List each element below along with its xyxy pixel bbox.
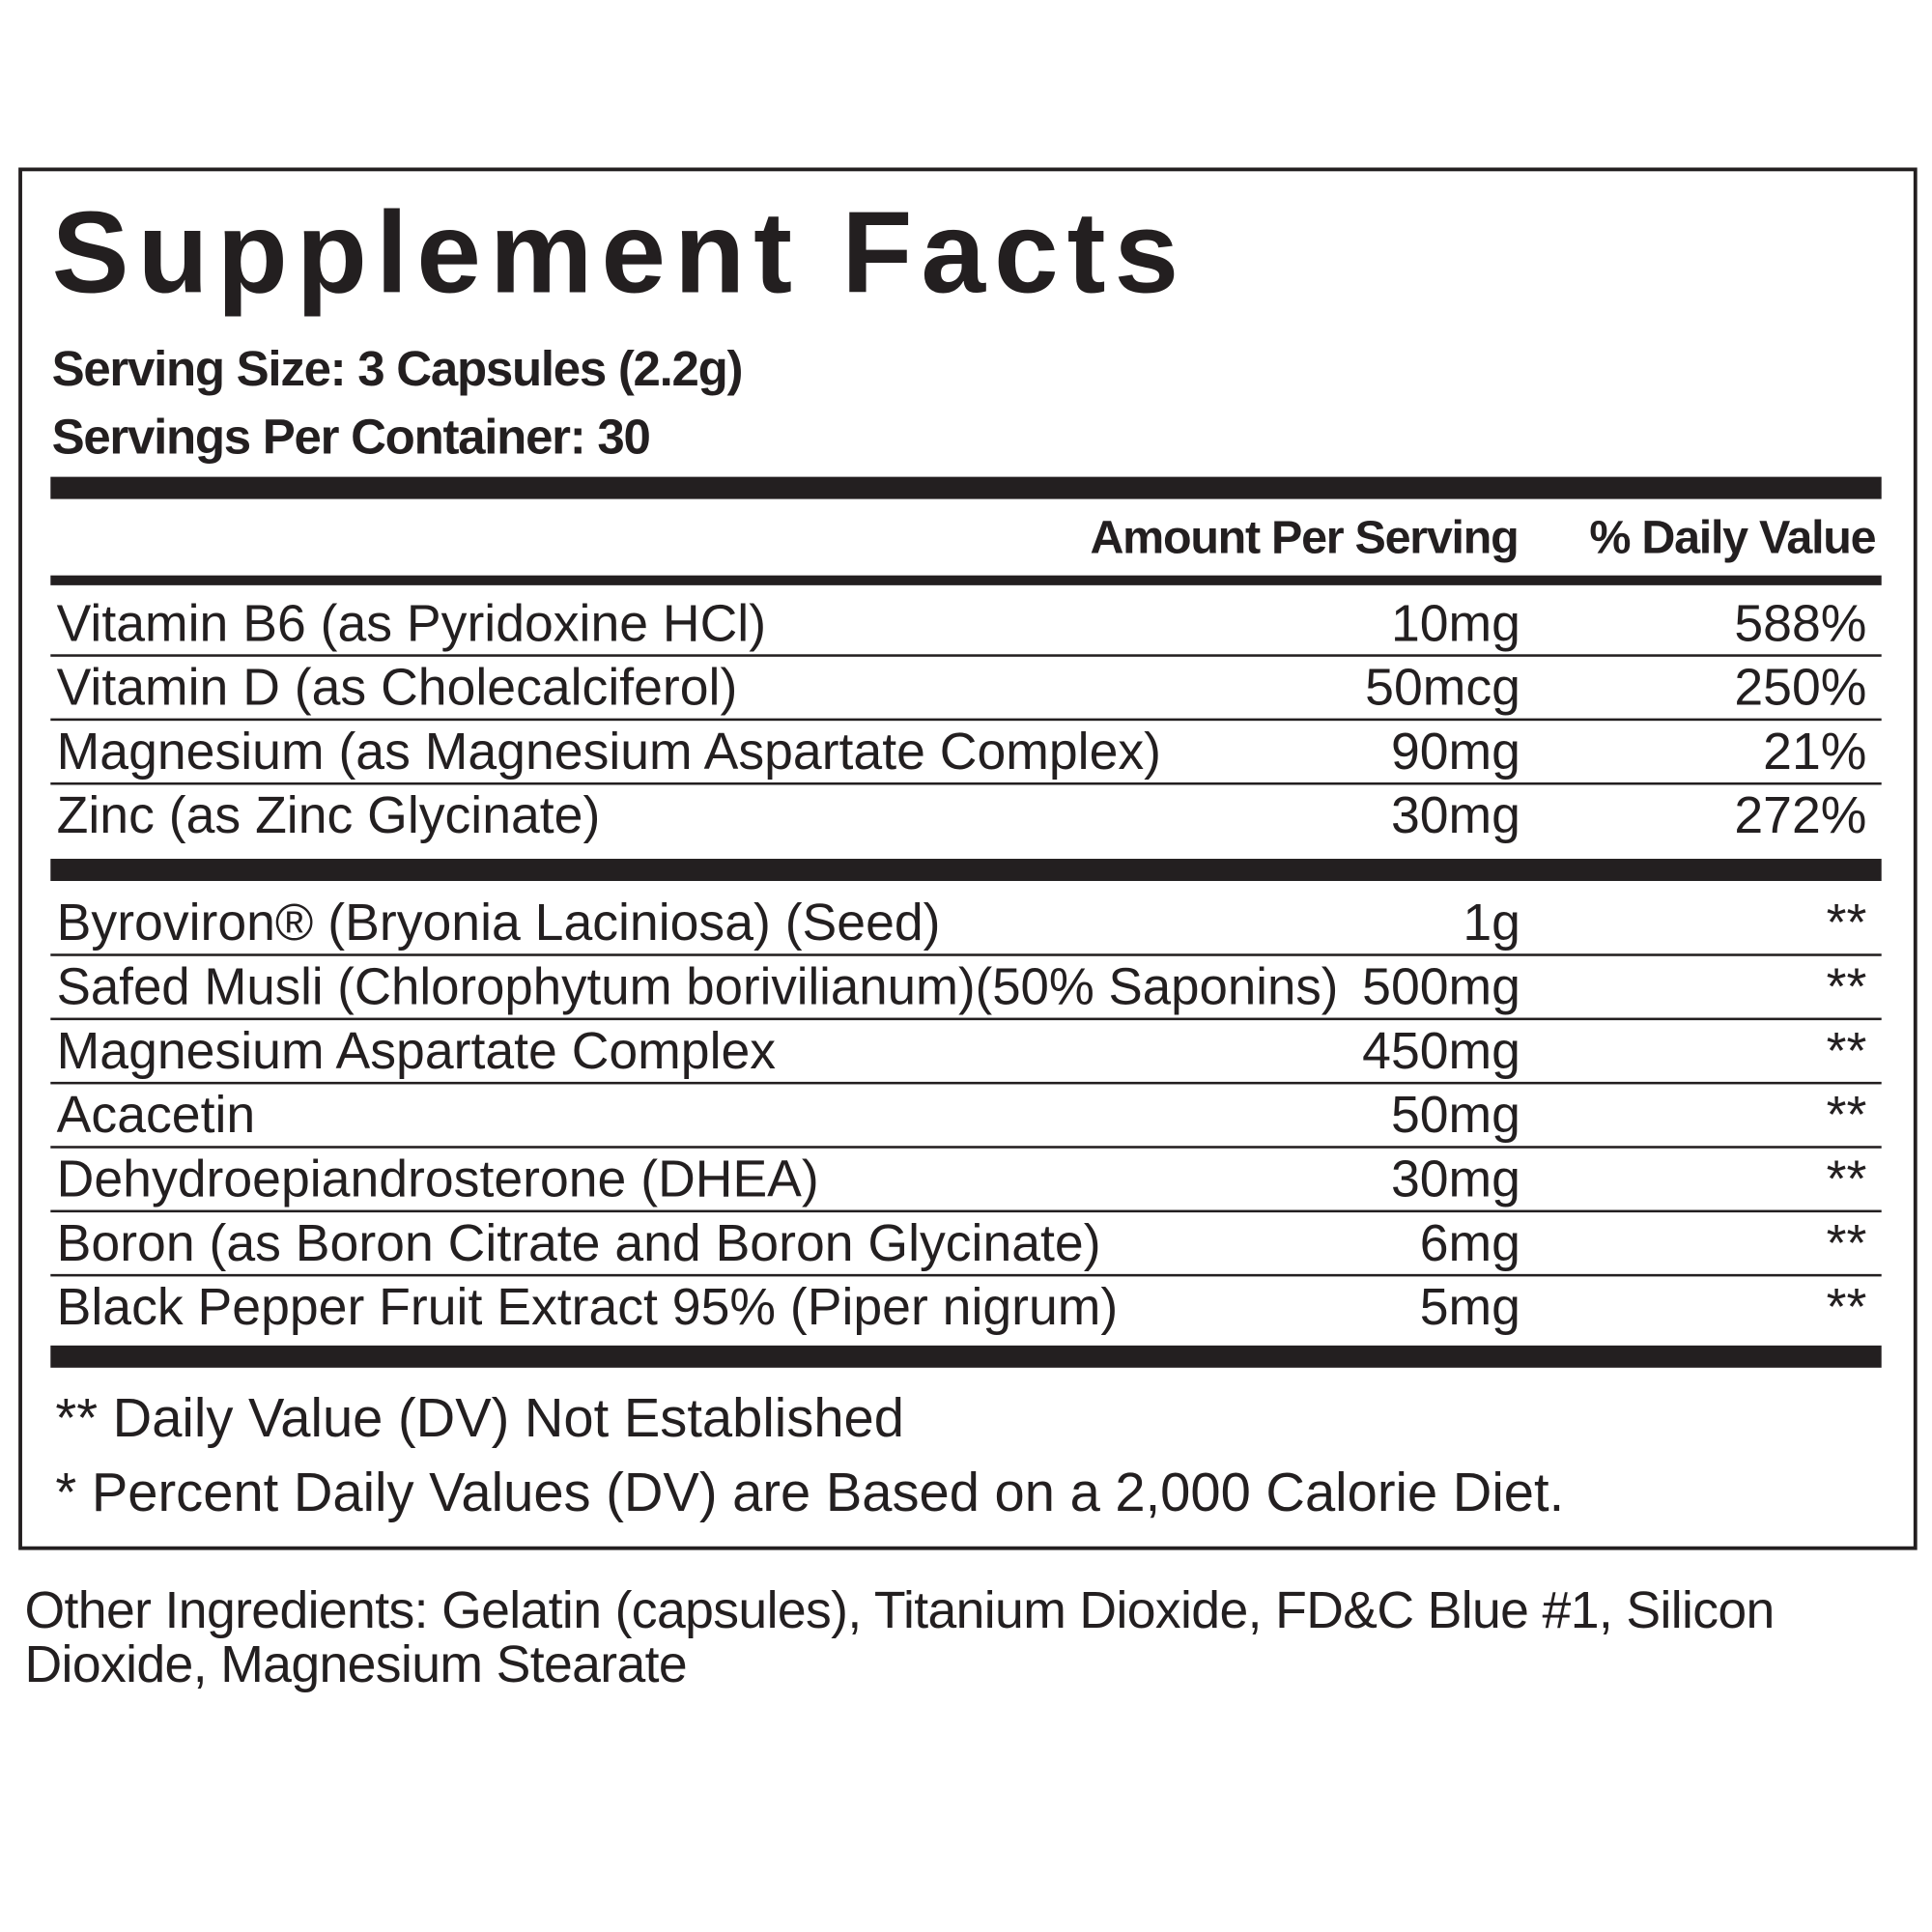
ingredient-name: Byroviron® (Bryonia Laciniosa) (Seed) <box>56 893 941 952</box>
ingredient-name: Vitamin D (as Cholecalciferol) <box>56 658 738 717</box>
daily-value: 250% <box>1734 658 1867 717</box>
daily-value: 588% <box>1734 593 1867 652</box>
ingredient-name: Dehydroepiandrosterone (DHEA) <box>56 1150 819 1208</box>
thick-divider <box>50 859 1882 881</box>
amount-per-serving: 450mg <box>1362 1021 1520 1080</box>
ingredient-name: Boron (as Boron Citrate and Boron Glycin… <box>56 1213 1101 1272</box>
footnote-dv-not-established: ** Daily Value (DV) Not Established <box>55 1388 904 1449</box>
dv-header: % Daily Value <box>1589 512 1876 565</box>
table-row: Dehydroepiandrosterone (DHEA) 30mg ** <box>50 1149 1882 1213</box>
table-row: Safed Musli (Chlorophytum borivilianum)(… <box>50 956 1882 1021</box>
amount-per-serving: 30mg <box>1390 1150 1520 1208</box>
daily-value: ** <box>1826 1150 1867 1208</box>
thick-divider <box>50 1345 1882 1368</box>
daily-value: ** <box>1826 1085 1867 1144</box>
table-row: Magnesium (as Magnesium Aspartate Comple… <box>50 721 1882 785</box>
ingredient-name: Acacetin <box>56 1085 256 1144</box>
table-row: Magnesium Aspartate Complex 450mg ** <box>50 1020 1882 1085</box>
table-row: Black Pepper Fruit Extract 95% (Piper ni… <box>50 1276 1881 1340</box>
thick-divider <box>50 476 1882 499</box>
facts-panel-border <box>18 167 1918 1550</box>
table-row: Vitamin B6 (as Pyridoxine HCl) 10mg 588% <box>50 593 1882 657</box>
table-row: Zinc (as Zinc Glycinate) 30mg 272% <box>50 784 1881 848</box>
ingredient-name: Safed Musli (Chlorophytum borivilianum)(… <box>56 957 1339 1016</box>
amount-per-serving: 5mg <box>1419 1277 1520 1336</box>
daily-value: ** <box>1826 1021 1867 1080</box>
table-row: Vitamin D (as Cholecalciferol) 50mcg 250% <box>50 657 1882 722</box>
amount-per-serving: 50mcg <box>1365 658 1520 717</box>
ingredient-name: Magnesium Aspartate Complex <box>56 1021 777 1080</box>
serving-size: Serving Size: 3 Capsules (2.2g) <box>51 342 744 397</box>
other-ingredients: Other Ingredients: Gelatin (capsules), T… <box>24 1580 1776 1693</box>
amount-per-serving: 500mg <box>1362 957 1520 1016</box>
ingredient-name: Zinc (as Zinc Glycinate) <box>56 785 601 844</box>
daily-value: ** <box>1826 1277 1867 1336</box>
amount-per-serving: 10mg <box>1390 593 1520 652</box>
servings-per-container: Servings Per Container: 30 <box>51 410 651 465</box>
amount-per-serving: 90mg <box>1390 722 1520 781</box>
table-row: Byroviron® (Bryonia Laciniosa) (Seed) 1g *… <box>50 892 1882 956</box>
footnote-calorie-diet: * Percent Daily Values (DV) are Based on… <box>55 1463 1565 1523</box>
daily-value: 21% <box>1763 722 1867 781</box>
ingredient-name: Black Pepper Fruit Extract 95% (Piper ni… <box>56 1277 1119 1336</box>
panel-title: Supplement Facts <box>51 186 1188 317</box>
daily-value: ** <box>1826 893 1867 952</box>
amount-per-serving: 30mg <box>1390 785 1520 844</box>
amount-per-serving: 1g <box>1463 893 1520 952</box>
amount-header: Amount Per Serving <box>1090 512 1519 565</box>
daily-value: 272% <box>1734 785 1867 844</box>
daily-value: ** <box>1826 1213 1867 1272</box>
header-divider <box>50 575 1882 585</box>
daily-value: ** <box>1826 957 1867 1016</box>
table-row: Boron (as Boron Citrate and Boron Glycin… <box>50 1212 1882 1277</box>
amount-per-serving: 6mg <box>1419 1213 1520 1272</box>
ingredient-name: Vitamin B6 (as Pyridoxine HCl) <box>56 593 767 652</box>
ingredient-name: Magnesium (as Magnesium Aspartate Comple… <box>56 722 1162 781</box>
table-row: Acacetin 50mg ** <box>50 1084 1882 1149</box>
amount-per-serving: 50mg <box>1390 1085 1520 1144</box>
